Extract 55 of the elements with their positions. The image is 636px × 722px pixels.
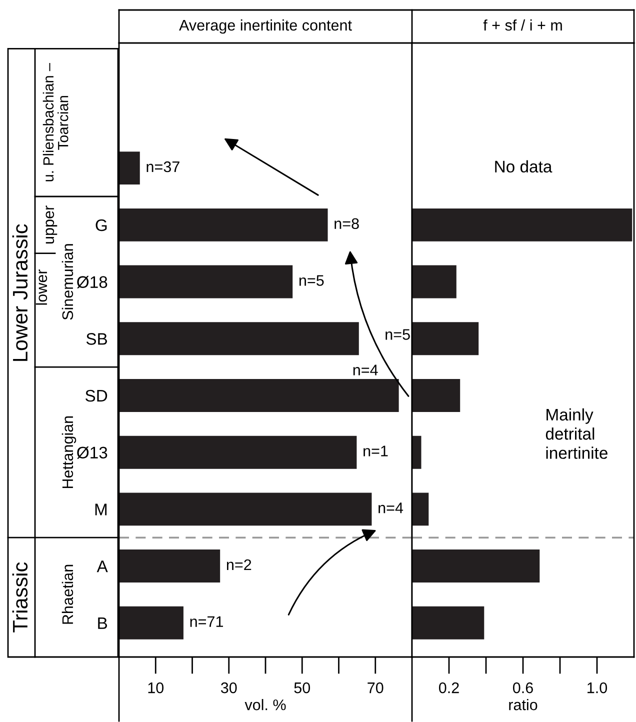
bar: [412, 436, 422, 469]
bar: [412, 492, 429, 526]
bar: [119, 322, 359, 356]
y-tick-label: SD: [85, 390, 108, 402]
annotation: n=4: [353, 364, 378, 376]
annotation: n=8: [334, 218, 359, 230]
y-tick-label: SB: [86, 333, 108, 345]
y-tick-label: B: [98, 617, 108, 629]
annotation: n=71: [190, 616, 223, 627]
text: lower: [36, 269, 48, 305]
bar: [119, 265, 293, 298]
bar: [119, 208, 328, 242]
bar: [412, 550, 540, 583]
x-axis-title: vol. %: [244, 699, 286, 710]
x-tick-label: 1.0: [588, 682, 608, 694]
bar: [412, 378, 460, 412]
y-tick-label: A: [96, 560, 108, 572]
annotation: n=5: [299, 275, 324, 286]
text: Triassic: [12, 562, 28, 632]
text: Rhaetian: [62, 564, 74, 624]
bar: [119, 492, 372, 526]
x-tick-label: 0.6: [512, 682, 533, 694]
bar: [119, 436, 357, 469]
annotation: n=4: [378, 502, 404, 514]
text: u. Pliensbachian – Toarcian: [42, 63, 68, 182]
chart-title: Average inertinite content: [179, 19, 352, 34]
y-tick-label: M: [95, 504, 107, 516]
bar: [412, 606, 484, 640]
text: upper: [46, 206, 58, 244]
x-tick-label: 10: [148, 682, 164, 694]
annotation: n=37: [146, 161, 180, 172]
bar: [119, 152, 140, 185]
annotation: Mainly detrital inertinite: [546, 408, 608, 459]
x-axis-title: ratio: [509, 699, 538, 710]
bar: [119, 550, 220, 583]
y-tick-label: Ø13: [76, 446, 108, 459]
bar: [412, 265, 456, 298]
chart-title: f + sf / i + m: [483, 19, 562, 31]
y-tick-label: G: [96, 219, 107, 232]
annotation: n=2: [226, 559, 252, 570]
annotation: No data: [495, 160, 552, 173]
y-tick-label: Ø18: [76, 276, 108, 288]
bar: [412, 208, 632, 242]
bar: [119, 606, 184, 640]
text: Sinemurian: [62, 244, 74, 320]
annotation: n=1: [364, 446, 388, 456]
x-tick-label: 70: [368, 682, 384, 694]
bar: [119, 378, 399, 412]
annotation: n=5: [386, 329, 410, 340]
x-tick-label: 0.2: [438, 682, 459, 694]
bar: [412, 322, 479, 356]
x-tick-label: 30: [220, 682, 237, 694]
x-tick-label: 50: [294, 682, 310, 694]
text: Lower Jurassic: [12, 224, 28, 361]
text: Hettangian: [62, 416, 76, 488]
